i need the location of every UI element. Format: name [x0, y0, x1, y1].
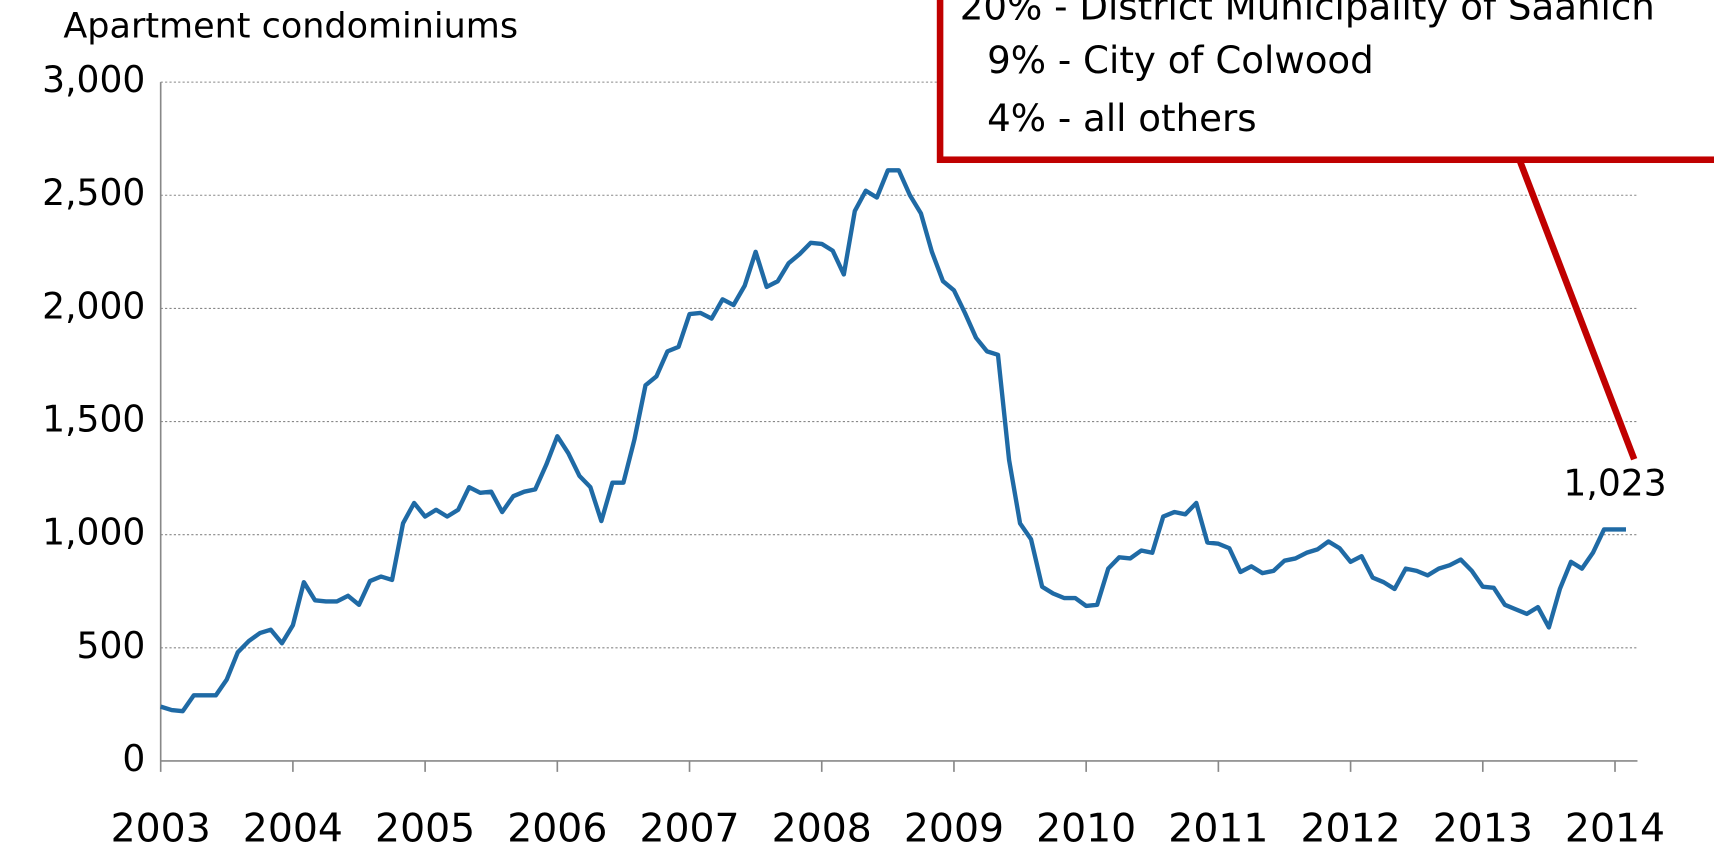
- x-tick-label: 2014: [1565, 805, 1665, 851]
- callout-line: 9% - City of Colwood: [987, 39, 1374, 82]
- x-tick-label: 2012: [1301, 805, 1401, 851]
- value-label: 1,023: [1563, 463, 1666, 505]
- y-tick-label: 500: [77, 625, 146, 667]
- x-tick-label: 2004: [243, 805, 343, 851]
- y-tick-label: 0: [122, 738, 145, 780]
- y-tick-label: 3,000: [42, 59, 145, 101]
- y-tick-label: 1,000: [42, 512, 145, 554]
- x-tick-label: 2013: [1433, 805, 1533, 851]
- x-tick-label: 2011: [1168, 805, 1268, 851]
- x-tick-label: 2010: [1036, 805, 1136, 851]
- x-tick-label: 2006: [507, 805, 607, 851]
- callout-line: 20% - District Municipality of Saanich: [960, 0, 1655, 28]
- y-tick-label: 2,500: [42, 172, 145, 214]
- y-tick-label: 2,000: [42, 285, 145, 327]
- x-tick-label: 2008: [772, 805, 872, 851]
- chart-title: Apartment condominiums: [63, 6, 518, 46]
- callout-line: 4% - all others: [987, 97, 1257, 140]
- x-tick-label: 2009: [904, 805, 1004, 851]
- x-tick-label: 2005: [375, 805, 475, 851]
- data-line: [160, 168, 1626, 714]
- x-tick-label: 2007: [639, 805, 739, 851]
- y-tick-label: 1,500: [42, 399, 145, 441]
- x-tick-label: 2003: [111, 805, 211, 851]
- callout-pointer: [1516, 158, 1638, 461]
- callout-box: [936, 0, 1714, 164]
